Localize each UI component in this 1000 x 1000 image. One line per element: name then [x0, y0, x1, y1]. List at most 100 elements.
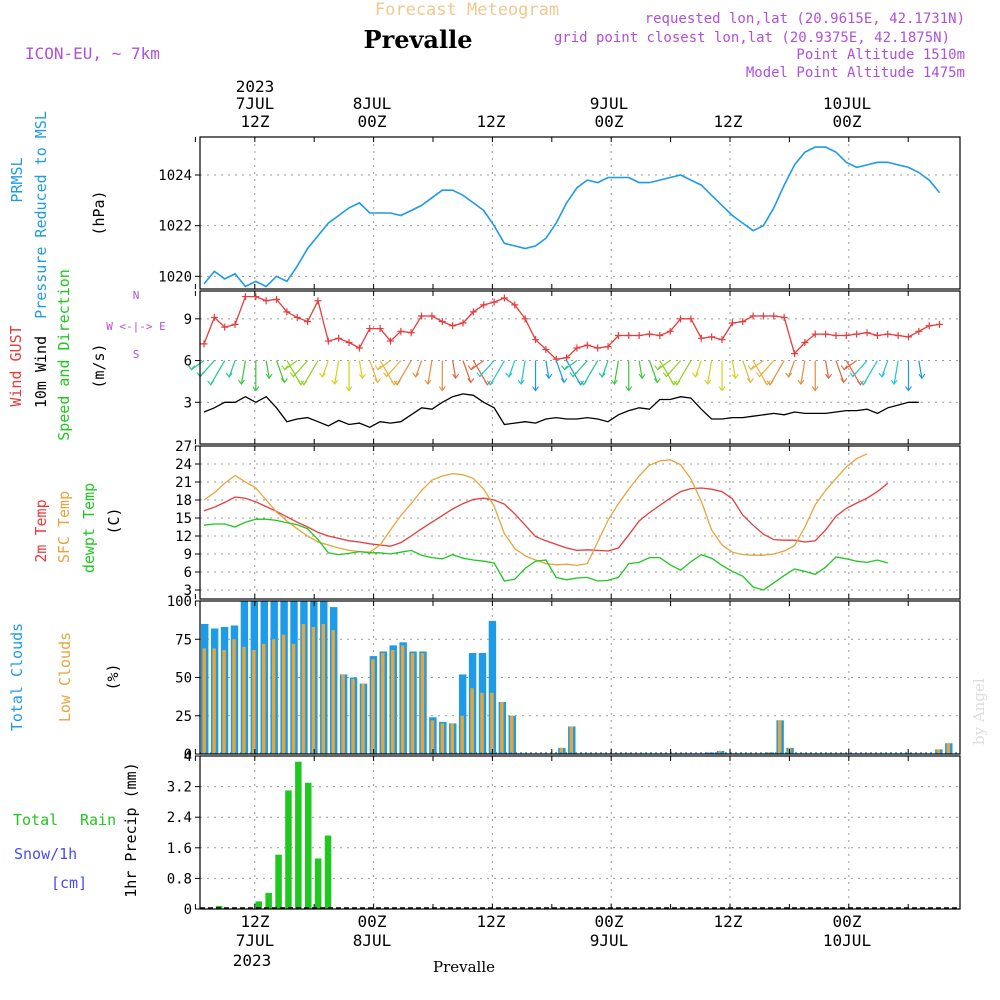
wind-arrowhead — [785, 372, 793, 378]
wind-arrowhead — [766, 380, 774, 386]
low-clouds-bar — [500, 701, 504, 754]
wind-direction-arrow — [742, 360, 752, 383]
wind-arrowhead — [610, 379, 618, 385]
precip-bar — [275, 854, 282, 909]
gust-marker — [904, 333, 912, 341]
gust-marker — [511, 301, 519, 309]
y-tick-label: 6 — [184, 354, 192, 370]
wind-direction-arrow — [750, 360, 764, 371]
y-tick-label: 18 — [175, 493, 192, 509]
low-clouds-bar — [281, 634, 286, 754]
gust-marker — [697, 334, 705, 342]
legend-snow: Snow/1h — [14, 845, 77, 863]
clouds-unit: (%) — [104, 663, 122, 690]
wind-direction-arrow — [788, 360, 796, 378]
bottom-day-label: 8JUL — [353, 931, 392, 950]
precip-bar — [285, 790, 292, 909]
precip-axis-title: Total Rain Snow/1h [cm] 1hr Precip (mm) — [13, 762, 140, 897]
wind-arrowhead — [878, 372, 886, 378]
gust-marker — [594, 344, 602, 352]
gust-marker — [283, 308, 291, 316]
wind-direction-arrow — [284, 360, 298, 371]
watermark: by Angel — [970, 678, 988, 745]
wind-direction-arrow — [508, 360, 516, 378]
wind-axis-title: Wind GUST 10m Wind Speed and Direction (… — [7, 269, 166, 441]
gust-marker — [822, 330, 830, 338]
gust-marker — [656, 332, 664, 340]
wind-arrowhead — [704, 379, 712, 385]
gust-marker — [386, 337, 394, 345]
total-clouds-bar — [488, 620, 497, 754]
y-tick-label: 0 — [184, 747, 192, 763]
gust-marker — [873, 332, 881, 340]
clouds-axis-title: Total Clouds Low Clouds (%) — [8, 623, 122, 731]
wind-arrowhead — [545, 373, 553, 380]
wind-arrowhead — [505, 372, 513, 378]
gust-marker — [366, 325, 374, 333]
wind-arrowhead — [238, 379, 245, 385]
gust-marker — [407, 329, 415, 337]
top-hour-label: 12Z — [714, 112, 743, 131]
y-tick-label: 50 — [175, 671, 192, 687]
wind-arrowhead — [297, 380, 305, 386]
grid-point-coords: grid point closest lon,lat (20.9375E, 42… — [554, 30, 950, 46]
wind-arrowhead — [225, 372, 233, 378]
wind-direction-arrow — [843, 360, 858, 371]
gust-marker — [241, 293, 249, 301]
low-clouds-bar — [242, 646, 246, 754]
gust-marker — [759, 312, 767, 320]
wind-arrowhead — [670, 380, 678, 386]
wind-arrowhead — [673, 380, 681, 386]
gust-marker — [335, 334, 343, 342]
temp-axis-title: 2m Temp SFC Temp dewpt Temp (C) — [32, 483, 123, 573]
y-tick-label: 75 — [175, 632, 192, 648]
wind-direction-arrow — [835, 360, 845, 383]
gust-marker — [604, 343, 612, 351]
bottom-day-label: 10JUL — [823, 931, 871, 950]
low-clouds-label: Low Clouds — [56, 632, 74, 722]
wind-arrowhead — [467, 378, 475, 384]
wind-arrowhead — [577, 380, 585, 386]
wind-direction-arrow — [240, 360, 247, 385]
gust-marker — [936, 320, 944, 328]
temp-unit: (C) — [105, 507, 123, 534]
wind-arrowhead — [859, 380, 867, 386]
wind-direction-arrow — [415, 360, 423, 378]
wind-direction-arrow — [638, 360, 643, 379]
wind-direction-arrow — [377, 360, 391, 371]
precip-bar — [314, 858, 322, 909]
precip-bar — [305, 782, 312, 909]
low-clouds-bar — [212, 648, 216, 754]
gust-marker — [739, 318, 747, 326]
low-clouds-bar — [936, 749, 941, 754]
gust-marker — [801, 338, 809, 346]
y-tick-label: 4 — [184, 749, 192, 765]
wind-arrowhead — [412, 372, 420, 378]
wind-direction-arrow — [731, 360, 736, 379]
wind-gust-label: Wind GUST — [7, 325, 25, 406]
legend-total: Total — [13, 811, 58, 829]
model-label: ICON-EU, ~ 7km — [25, 44, 160, 63]
total-clouds-label: Total Clouds — [8, 623, 26, 731]
temp-dewpt-label: dewpt Temp — [80, 483, 98, 573]
wind-arrowhead — [424, 379, 432, 385]
low-clouds-bar — [252, 649, 256, 754]
gust-marker — [583, 341, 591, 349]
wind-arrowhead — [825, 373, 833, 380]
compass-s: S — [133, 348, 140, 361]
pressure-label-2: Pressure Reduced to MSL — [32, 111, 50, 319]
gust-marker — [397, 327, 405, 335]
wind-arrowhead — [374, 378, 382, 384]
gust-marker — [842, 332, 850, 340]
wind-arrowhead — [374, 365, 382, 371]
y-tick-label: 3.2 — [167, 780, 192, 796]
low-clouds-bar — [341, 674, 345, 754]
low-clouds-bar — [410, 653, 415, 754]
temp-2m-line — [203, 482, 889, 552]
wind-direction-arrow — [369, 360, 379, 383]
low-clouds-bar — [767, 752, 772, 754]
gust-marker — [811, 330, 819, 338]
wind-direction-arrow — [321, 360, 329, 378]
top-hour-label: 00Z — [595, 112, 624, 131]
